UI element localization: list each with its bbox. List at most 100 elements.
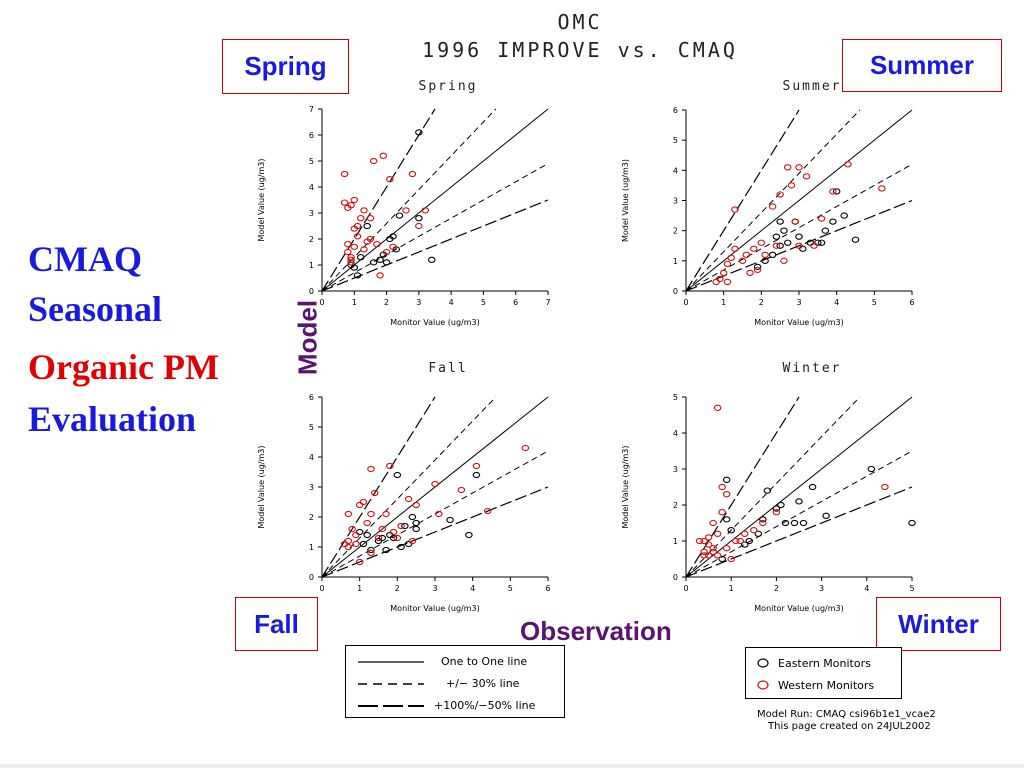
summer-western-point [780,257,788,264]
fall-eastern-point [382,546,390,554]
legend-thirty-pct: +/− 30% line [446,677,520,690]
fall-eastern-point [397,543,405,551]
spring-western-point [379,152,388,159]
summer-x-tick-label: 3 [796,298,801,307]
fall-western-point [382,510,390,518]
winter-eastern-point [795,498,803,505]
side-title-organic-pm: Organic PM [28,347,219,387]
spring-western-point [386,176,394,183]
spring-western-point [369,157,378,165]
summer-western-point [829,188,837,195]
winter-y-tick-label: 4 [673,429,678,438]
summer-x-tick-label: 2 [759,298,764,307]
spring-western-point [408,170,417,178]
winter-western-point [709,519,717,527]
spring-eastern-point [415,129,423,136]
legend-hundred-pct: +100%/−50% line [434,699,536,712]
fall-eastern-point [378,534,387,542]
spring-panel-title: Spring [419,79,478,94]
winter-eastern-point [781,519,790,527]
summer-eastern-point [780,227,788,234]
summer-western-point [731,206,739,213]
fall-western-point [344,537,353,545]
winter-western-point [709,548,717,555]
spring-western-point [350,243,359,250]
spring-western-point [360,246,368,253]
summer-plus-30-line [685,109,861,292]
summer-western-point [712,278,720,286]
summer-western-point [772,242,781,249]
fall-western-point [344,543,353,551]
bottom-rule [0,764,1024,768]
winter-western-point [722,491,731,498]
summer-western-point [746,269,754,277]
summer-eastern-point [753,263,762,271]
summer-eastern-point [772,233,781,240]
fall-y-tick-label: 4 [309,453,314,462]
summer-y-tick-label: 1 [673,257,678,266]
spring-x-tick-label: 1 [352,298,357,307]
fall-western-point [352,531,360,539]
side-title-seasonal: Seasonal [28,289,163,329]
fall-y-tick-label: 6 [309,393,314,402]
spring-minus-50-line [321,199,549,292]
summer-western-point [742,251,751,258]
summer-western-point [719,269,728,277]
legend-western: Western Monitors [778,679,875,692]
summer-western-point [787,182,796,189]
fall-y-tick-label: 3 [309,483,314,492]
fall-x-tick-label: 4 [470,584,475,593]
fall-western-point [404,495,413,503]
summer-panel-title: Summer [783,79,842,94]
summer-y-axis-label: Model Value (ug/m3) [621,159,630,242]
winter-western-point [718,509,726,516]
summer-western-point [791,218,799,225]
spring-x-tick-label: 0 [319,298,324,307]
summer-eastern-point [795,233,803,240]
fall-x-axis-label: Monitor Value (ug/m3) [390,604,479,613]
spring-eastern-point [415,215,423,222]
summer-eastern-point [776,242,784,249]
fall-eastern-point [465,531,473,539]
summer-western-point [802,173,811,180]
summer-eastern-point [783,239,792,246]
summer-minus-30-line [685,163,913,292]
summer-eastern-point [817,239,826,246]
summer-western-point [716,275,724,283]
summer-eastern-point [768,251,777,258]
fall-western-point [397,522,405,530]
summer-x-tick-label: 1 [721,298,726,307]
spring-western-point [382,248,391,256]
fall-western-point [472,462,481,470]
fall-box: Fall [235,597,318,651]
fall-western-point [355,558,364,566]
winter-x-tick-label: 0 [683,584,688,593]
winter-y-tick-label: 0 [673,573,678,582]
fall-y-tick-label: 0 [309,573,314,582]
spring-y-tick-label: 0 [309,287,314,296]
summer-y-tick-label: 2 [673,227,678,236]
summer-western-point [757,239,766,246]
winter-eastern-point [745,537,754,545]
spring-y-tick-label: 2 [309,235,314,244]
summer-western-point [810,242,818,249]
fall-plus-30-line [321,396,497,578]
western-marker-swatch [757,680,769,690]
spring-x-tick-label: 3 [416,298,421,307]
spring-y-tick-label: 6 [309,131,314,140]
side-title-cmaq: CMAQ [28,239,142,279]
summer-western-point [795,164,803,171]
fall-western-point [348,525,356,533]
winter-eastern-point [722,516,731,523]
fall-western-point [374,534,383,542]
footer-model-run: Model Run: CMAQ csi96b1e1_vcae2 [757,709,936,720]
legend-one-to-one: One to One line [441,655,528,668]
winter-minus-30-line [685,450,913,578]
fall-eastern-point [412,519,420,527]
spring-x-tick-label: 4 [449,298,454,307]
fall-x-tick-label: 2 [395,584,400,593]
fall-minus-30-line [321,450,549,578]
winter-western-point [709,545,717,552]
winter-western-point [704,552,713,559]
spring-western-point [389,243,397,250]
